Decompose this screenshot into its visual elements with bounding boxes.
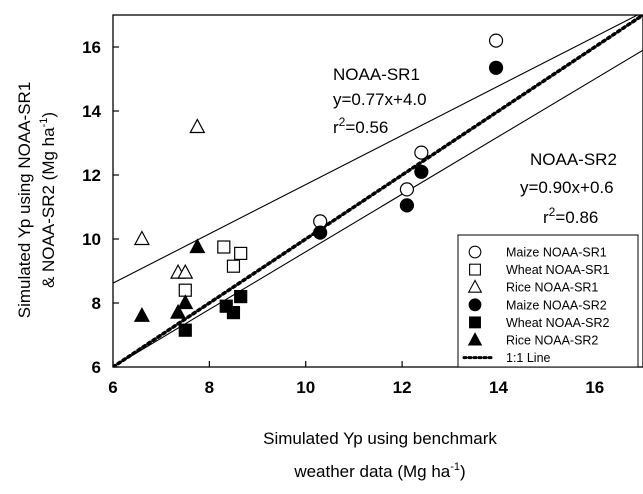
data-point [217, 240, 231, 254]
x-tick-label: 14 [489, 378, 508, 397]
data-point [226, 259, 241, 273]
sr1-equation: y=0.77x+4.0 [333, 90, 427, 109]
data-point [399, 182, 415, 197]
data-point [178, 323, 192, 337]
regression-line [113, 15, 639, 284]
x-axis-title-2: weather data (Mg ha-1) [293, 461, 465, 481]
y-tick-label: 14 [82, 102, 101, 121]
x-tick-label: 6 [108, 378, 117, 397]
sr1-r2-value: =0.56 [345, 118, 388, 137]
legend-label: Rice NOAA-SR1 [506, 281, 598, 295]
sr2-r2: r2=0.86 [543, 205, 598, 227]
sr2-r2-value: =0.86 [555, 208, 598, 227]
legend-marker [467, 279, 483, 293]
series-maize-noaa-sr2 [313, 60, 504, 240]
series-wheat-noaa-sr2 [178, 290, 248, 337]
x-tick-label: 8 [205, 378, 214, 397]
legend-marker [469, 263, 481, 276]
legend-item: 1:1 Line [462, 351, 551, 365]
data-point [488, 33, 504, 48]
fit-lines [113, 15, 643, 367]
legend-item: Maize NOAA-SR1 [468, 245, 607, 260]
y-axis-title: Simulated Yp using NOAA-SR1 [15, 82, 34, 319]
legend-item: Maize NOAA-SR2 [468, 298, 607, 312]
legend-label: 1:1 Line [506, 351, 551, 365]
x-axis-title-line1: Simulated Yp using benchmark [263, 429, 497, 448]
data-point [234, 246, 248, 260]
legend-item: Wheat NOAA-SR1 [469, 263, 610, 277]
data-point [189, 118, 206, 134]
data-point [133, 307, 150, 322]
legend-item: Rice NOAA-SR2 [467, 332, 598, 348]
x-tick-label: 16 [585, 378, 604, 397]
legend-label: Wheat NOAA-SR2 [506, 316, 610, 330]
x-tick-label: 10 [296, 378, 315, 397]
y-axis-title-line2: & NOAA-SR2 (Mg ha [39, 127, 58, 288]
sr1-r2: r2=0.56 [333, 115, 388, 137]
sr2-r2-sup: 2 [549, 205, 556, 219]
legend-marker [467, 332, 483, 346]
y-tick-label: 12 [82, 166, 101, 185]
sr1-r2-prefix: r [333, 118, 339, 137]
legend-item: Wheat NOAA-SR2 [469, 316, 610, 330]
legend-label: Rice NOAA-SR2 [506, 334, 598, 348]
y-tick-label: 6 [92, 358, 101, 377]
y-tick-label: 16 [82, 38, 101, 57]
regression-line [113, 49, 643, 367]
legend-item: Rice NOAA-SR1 [467, 279, 598, 295]
sr1-r2-sup: 2 [339, 115, 346, 129]
x-axis-title-line2: weather data (Mg ha [293, 462, 450, 481]
legend-box [457, 234, 639, 368]
y-axis-title-sup: -1 [38, 118, 50, 128]
data-point [234, 290, 248, 304]
data-point [414, 145, 429, 160]
data-point [170, 303, 187, 319]
y-tick-label: 8 [92, 294, 101, 313]
legend-marker [469, 316, 481, 329]
data-point [399, 198, 415, 213]
legend-marker [468, 298, 482, 312]
x-axis-title-sup: -1 [450, 461, 460, 473]
data-point [313, 225, 328, 240]
legend-label: Maize NOAA-SR2 [506, 298, 607, 312]
one-to-one-line [113, 15, 643, 367]
x-tick-label: 12 [393, 378, 412, 397]
y-axis-title-line1: Simulated Yp using NOAA-SR1 [15, 82, 34, 319]
legend-label: Wheat NOAA-SR1 [506, 263, 610, 277]
sr2-r2-prefix: r [543, 208, 549, 227]
y-axis-title-2: & NOAA-SR2 (Mg ha-1) [38, 112, 58, 288]
series-wheat-noaa-sr1 [178, 240, 248, 297]
plot-frame [112, 14, 643, 368]
data-point [177, 263, 194, 279]
series-rice-noaa-sr2 [133, 238, 206, 322]
data-point [488, 60, 504, 75]
data-point [226, 306, 241, 320]
y-axis-title-close: ) [39, 112, 58, 118]
sr1-title: NOAA-SR1 [333, 65, 420, 84]
legend: Maize NOAA-SR1 Wheat NOAA-SR1 Rice NOAA-SR… [457, 234, 639, 368]
data-point [189, 238, 206, 254]
series-rice-noaa-sr1 [133, 118, 206, 279]
data-point [414, 164, 429, 179]
legend-label: Maize NOAA-SR1 [506, 246, 607, 260]
series-maize-noaa-sr1 [313, 33, 504, 229]
data-point [177, 294, 194, 310]
y-tick-label: 10 [82, 230, 101, 249]
sr2-title: NOAA-SR2 [530, 150, 617, 169]
sr2-equation: y=0.90x+0.6 [520, 178, 614, 197]
data-point [133, 230, 150, 246]
x-axis-title-close: ) [460, 462, 466, 481]
legend-marker [468, 245, 482, 259]
